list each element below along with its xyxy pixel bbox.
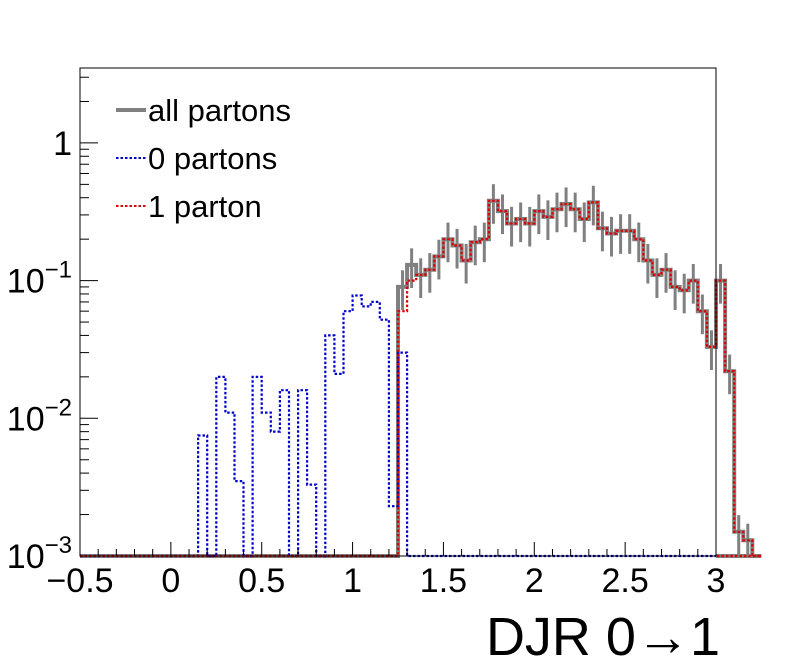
legend-item: 0 partons bbox=[116, 141, 277, 176]
legend-label: 0 partons bbox=[148, 141, 277, 176]
y-tick-label: 1 bbox=[53, 125, 72, 163]
y-tick-label: 10−1 bbox=[7, 257, 72, 301]
series-all-partons bbox=[80, 184, 762, 558]
x-tick-label: 2 bbox=[525, 562, 544, 600]
x-tick-label: −0.5 bbox=[46, 562, 113, 600]
legend-item: 1 parton bbox=[116, 189, 262, 224]
series-line bbox=[80, 198, 762, 558]
axes: −0.5 0 0.5 1 1.5 2 2.5 3 10−3 10−2 10−1 1 bbox=[7, 76, 726, 600]
x-tick-label: 1.5 bbox=[420, 562, 467, 600]
series-line bbox=[80, 294, 716, 558]
x-tick-label: 1 bbox=[343, 562, 362, 600]
y-tick-label: 10−3 bbox=[7, 532, 72, 576]
legend-label: 1 parton bbox=[148, 189, 262, 224]
series-1-parton bbox=[80, 199, 762, 558]
series-line bbox=[80, 199, 762, 558]
plot-frame bbox=[79, 67, 717, 557]
series-layer bbox=[80, 184, 762, 558]
x-tick-label: 3 bbox=[707, 562, 726, 600]
x-tick-label: 0 bbox=[161, 562, 180, 600]
x-axis-label: DJR 0→1 bbox=[486, 607, 720, 667]
legend-item: all partons bbox=[116, 93, 291, 128]
legend: all partons 0 partons 1 parton bbox=[116, 93, 291, 224]
y-tick-label: 10−2 bbox=[7, 394, 72, 438]
legend-label: all partons bbox=[148, 93, 291, 128]
series-0-partons bbox=[80, 294, 716, 558]
x-tick-label: 0.5 bbox=[238, 562, 285, 600]
x-tick-label: 2.5 bbox=[602, 562, 649, 600]
